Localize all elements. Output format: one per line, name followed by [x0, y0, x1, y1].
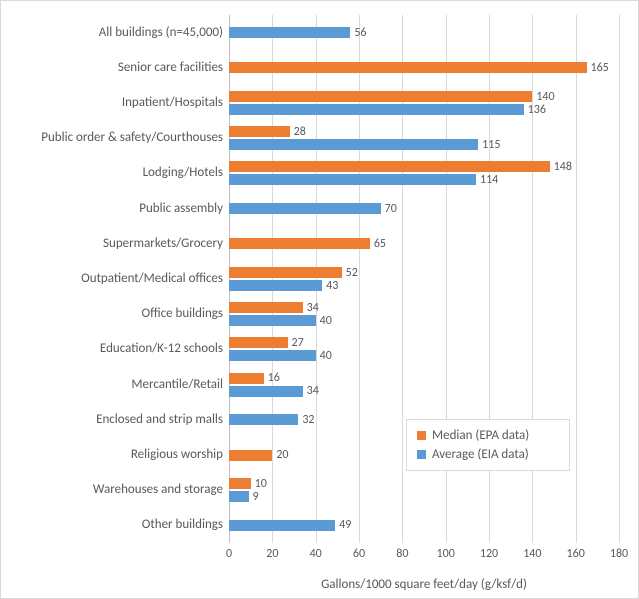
- value-label-median: 27: [292, 336, 304, 350]
- value-label-average: 115: [482, 138, 500, 152]
- bar-average: [229, 280, 322, 291]
- value-label-average: 32: [302, 413, 314, 427]
- category-label: Warehouses and storage: [1, 483, 223, 497]
- x-tick: 140: [523, 547, 541, 561]
- category-label: Public assembly: [1, 201, 223, 215]
- category-label: Lodging/Hotels: [1, 166, 223, 180]
- category-label: Mercantile/Retail: [1, 377, 223, 391]
- value-label-average: 114: [480, 173, 498, 187]
- category-label: Religious worship: [1, 448, 223, 462]
- x-tick: 80: [396, 547, 408, 561]
- legend-label-median: Median (EPA data): [432, 428, 529, 443]
- bar-median: [229, 62, 587, 73]
- bar-median: [229, 126, 290, 137]
- x-tick: 20: [266, 547, 278, 561]
- bar-median: [229, 161, 550, 172]
- category-label: Office buildings: [1, 307, 223, 321]
- value-label-median: 65: [374, 237, 386, 251]
- legend-swatch-average: [417, 450, 426, 459]
- x-tick: 180: [610, 547, 628, 561]
- category-label: Enclosed and strip malls: [1, 413, 223, 427]
- legend-item-average: Average (EIA data): [417, 445, 559, 464]
- bar-median: [229, 373, 264, 384]
- bar-median: [229, 302, 303, 313]
- bar-average: [229, 414, 298, 425]
- value-label-median: 20: [276, 448, 288, 462]
- category-labels: All buildings (n=45,000) Senior care faci…: [1, 15, 223, 543]
- bar-average: [229, 520, 335, 531]
- value-label-average: 49: [339, 518, 351, 532]
- value-label-median: 16: [268, 371, 280, 385]
- bar-average: [229, 27, 350, 38]
- value-label-median: 34: [307, 301, 319, 315]
- bar-median: [229, 337, 288, 348]
- x-tick: 120: [480, 547, 498, 561]
- bar-average: [229, 203, 381, 214]
- category-label: Public order & safety/Courthouses: [1, 131, 223, 145]
- gridline: [619, 15, 620, 543]
- x-tick: 0: [226, 547, 232, 561]
- x-tick: 100: [437, 547, 455, 561]
- bar-median: [229, 238, 370, 249]
- value-label-median: 10: [255, 477, 267, 491]
- value-label-median: 28: [294, 125, 306, 139]
- bar-average: [229, 491, 249, 502]
- x-tick: 60: [353, 547, 365, 561]
- category-label: Inpatient/Hospitals: [1, 96, 223, 110]
- bar-median: [229, 478, 251, 489]
- chart-frame: All buildings (n=45,000) Senior care faci…: [0, 0, 639, 599]
- value-label-average: 9: [253, 490, 259, 504]
- value-label-average: 40: [320, 349, 332, 363]
- legend: Median (EPA data) Average (EIA data): [406, 419, 570, 471]
- category-label: All buildings (n=45,000): [1, 25, 223, 39]
- category-label: Outpatient/Medical offices: [1, 272, 223, 286]
- x-tick: 160: [567, 547, 585, 561]
- category-label: Education/K-12 schools: [1, 342, 223, 356]
- value-label-median: 148: [554, 160, 572, 174]
- value-label-average: 40: [320, 314, 332, 328]
- bar-average: [229, 315, 316, 326]
- bar-average: [229, 139, 478, 150]
- value-label-average: 43: [326, 279, 338, 293]
- category-label: Senior care facilities: [1, 61, 223, 75]
- bar-median: [229, 91, 532, 102]
- legend-label-average: Average (EIA data): [432, 447, 529, 462]
- gridline: [576, 15, 577, 543]
- legend-item-median: Median (EPA data): [417, 426, 559, 445]
- value-label-average: 70: [385, 202, 397, 216]
- bar-median: [229, 450, 272, 461]
- bar-average: [229, 104, 524, 115]
- value-label-average: 34: [307, 384, 319, 398]
- value-label-median: 140: [536, 90, 554, 104]
- x-axis-title: Gallons/1000 square feet/day (g/ksf/d): [229, 577, 619, 592]
- category-label: Other buildings: [1, 518, 223, 532]
- bar-average: [229, 350, 316, 361]
- value-label-average: 56: [354, 26, 366, 40]
- bar-median: [229, 267, 342, 278]
- x-tick: 40: [310, 547, 322, 561]
- value-label-median: 52: [346, 266, 358, 280]
- bar-average: [229, 386, 303, 397]
- value-label-median: 165: [591, 61, 609, 75]
- legend-swatch-median: [417, 431, 426, 440]
- value-label-average: 136: [528, 103, 546, 117]
- bar-average: [229, 174, 476, 185]
- category-label: Supermarkets/Grocery: [1, 237, 223, 251]
